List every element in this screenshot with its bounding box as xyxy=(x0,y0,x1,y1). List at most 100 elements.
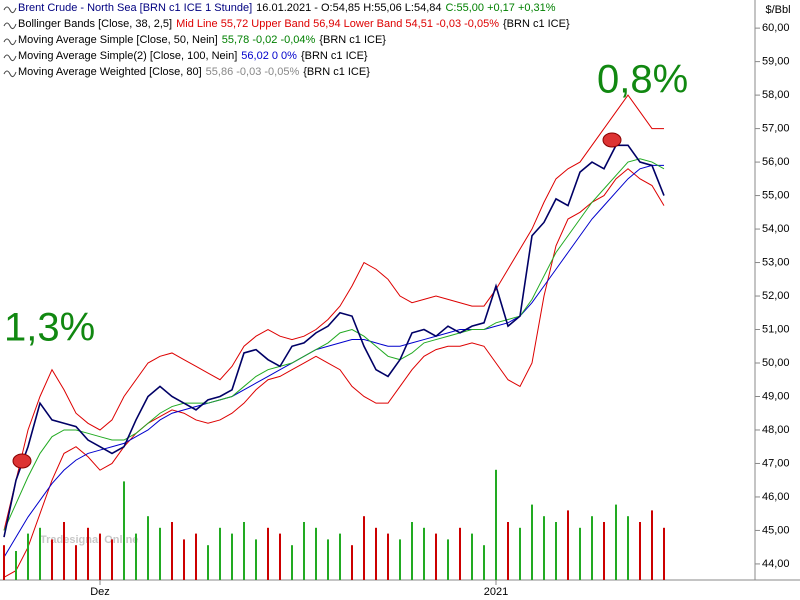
volume-bar xyxy=(543,516,545,580)
legend-text: 56,02 0 0% xyxy=(241,50,297,62)
volume-bar xyxy=(183,539,185,580)
volume-bar xyxy=(519,527,521,580)
volume-bar xyxy=(363,516,365,580)
volume-bar xyxy=(195,533,197,580)
volume-bar xyxy=(591,516,593,580)
legend-text: {BRN c1 ICE} xyxy=(503,18,570,30)
volume-bar xyxy=(267,527,269,580)
legend-text: {BRN c1 ICE} xyxy=(303,66,370,78)
y-tick-label: 46,00 xyxy=(762,491,790,503)
legend-text: Moving Average Weighted [Close, 80] xyxy=(18,66,202,78)
y-tick-label: 58,00 xyxy=(762,89,790,101)
volume-bar xyxy=(87,527,89,580)
series-line xyxy=(3,158,665,531)
signal-marker xyxy=(12,453,32,469)
volume-bar xyxy=(351,545,353,580)
legend-entry: Moving Average Simple(2) [Close, 100, Ne… xyxy=(18,50,368,62)
y-tick-label: 60,00 xyxy=(762,22,790,34)
volume-bar xyxy=(399,539,401,580)
legend-text: 55,78 -0,02 -0,04% xyxy=(222,34,316,46)
y-tick-label: 53,00 xyxy=(762,256,790,268)
volume-bar xyxy=(159,527,161,580)
legend-text: Bollinger Bands [Close, 38, 2,5] xyxy=(18,18,172,30)
y-tick-label: 54,00 xyxy=(762,223,790,235)
y-tick-label: 44,00 xyxy=(762,558,790,570)
volume-bar xyxy=(567,510,569,580)
series-line xyxy=(3,144,665,538)
legend-text: Moving Average Simple(2) [Close, 100, Ne… xyxy=(18,50,237,62)
legend-icon xyxy=(3,38,17,46)
volume-bar xyxy=(3,545,5,580)
signal-marker xyxy=(602,132,622,148)
volume-bar xyxy=(423,527,425,580)
volume-bar xyxy=(231,533,233,580)
legend-entry: Moving Average Simple [Close, 50, Nein] 5… xyxy=(18,34,386,46)
volume-bar xyxy=(207,545,209,580)
volume-bar xyxy=(255,539,257,580)
volume-bar xyxy=(459,527,461,580)
y-tick-label: 57,00 xyxy=(762,122,790,134)
legend-entry: Brent Crude - North Sea [BRN c1 ICE 1 St… xyxy=(18,2,556,14)
legend-text: Moving Average Simple [Close, 50, Nein] xyxy=(18,34,218,46)
y-tick-label: 59,00 xyxy=(762,56,790,68)
volume-bar xyxy=(411,522,413,580)
legend-entry: Bollinger Bands [Close, 38, 2,5] Mid Line… xyxy=(18,18,570,30)
y-unit: $/Bbl xyxy=(765,4,790,16)
volume-bar xyxy=(51,539,53,580)
legend-icon xyxy=(3,6,17,14)
volume-bar xyxy=(123,481,125,580)
volume-bar xyxy=(483,545,485,580)
volume-bar xyxy=(15,551,17,580)
annotation: 0,8% xyxy=(597,58,688,102)
volume-bar xyxy=(339,533,341,580)
volume-bar xyxy=(243,522,245,580)
volume-bar xyxy=(495,469,497,580)
volume-bar xyxy=(147,516,149,580)
volume-bar xyxy=(375,527,377,580)
legend-text: 16.01.2021 - O:54,85 H:55,06 L:54,84 xyxy=(256,2,441,14)
y-tick-label: 51,00 xyxy=(762,323,790,335)
volume-bar xyxy=(579,527,581,580)
volume-bar xyxy=(303,522,305,580)
legend-text: 55,86 -0,03 -0,05% xyxy=(206,66,300,78)
x-tick-label: Dez xyxy=(90,586,110,598)
legend-entry: Moving Average Weighted [Close, 80] 55,86… xyxy=(18,66,370,78)
volume-bar xyxy=(75,545,77,580)
y-tick-label: 47,00 xyxy=(762,457,790,469)
legend-text: {BRN c1 ICE} xyxy=(319,34,386,46)
volume-bar xyxy=(615,504,617,580)
series-line xyxy=(3,168,665,578)
volume-bar xyxy=(531,504,533,580)
legend-text: C:55,00 +0,17 +0,31% xyxy=(445,2,555,14)
volume-bar xyxy=(471,533,473,580)
legend-text: Mid Line 55,72 Upper Band 56,94 Lower Ba… xyxy=(176,18,499,30)
volume-bar xyxy=(663,527,665,580)
volume-bar xyxy=(435,533,437,580)
x-tick-label: 2021 xyxy=(484,586,508,598)
legend-icon xyxy=(3,22,17,30)
volume-bar xyxy=(651,510,653,580)
legend-text: Brent Crude - North Sea [BRN c1 ICE 1 St… xyxy=(18,2,252,14)
volume-bar xyxy=(171,522,173,580)
volume-bar xyxy=(111,539,113,580)
y-tick-label: 56,00 xyxy=(762,156,790,168)
volume-bar xyxy=(447,539,449,580)
volume-bar xyxy=(507,522,509,580)
volume-bar xyxy=(639,522,641,580)
legend-icon xyxy=(3,70,17,78)
y-tick-label: 45,00 xyxy=(762,524,790,536)
volume-bar xyxy=(555,522,557,580)
volume-bar xyxy=(39,527,41,580)
y-tick-label: 49,00 xyxy=(762,390,790,402)
y-tick-label: 55,00 xyxy=(762,189,790,201)
annotation: 1,3% xyxy=(4,306,95,350)
volume-bar xyxy=(219,527,221,580)
volume-bar xyxy=(279,533,281,580)
series-line xyxy=(3,94,664,531)
volume-bar xyxy=(135,533,137,580)
y-tick-label: 48,00 xyxy=(762,424,790,436)
series-line xyxy=(3,164,664,558)
volume-bar xyxy=(627,516,629,580)
